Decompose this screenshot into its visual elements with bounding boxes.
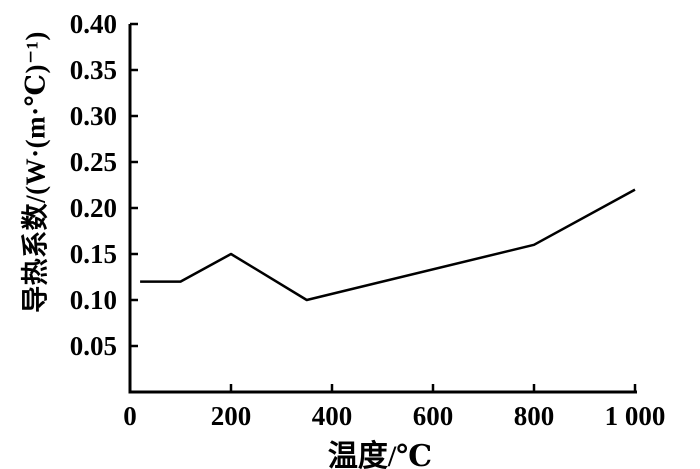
y-axis-title: 导热系数/(W·(m·℃)⁻¹) xyxy=(20,31,51,313)
y-tick-label: 0.20 xyxy=(70,193,117,223)
y-tick-label: 0.25 xyxy=(70,147,117,177)
x-axis-title: 温度/℃ xyxy=(327,440,433,469)
x-tick-label: 0 xyxy=(123,401,137,431)
x-tick-label: 400 xyxy=(312,401,353,431)
y-tick-label: 0.30 xyxy=(70,101,117,131)
x-tick-label: 1 000 xyxy=(605,401,666,431)
x-tick-label: 200 xyxy=(211,401,252,431)
y-tick-label: 0.15 xyxy=(70,239,117,269)
y-tick-label: 0.05 xyxy=(70,331,117,361)
x-tick-label: 800 xyxy=(514,401,555,431)
data-line xyxy=(140,188,636,302)
axes xyxy=(128,24,637,394)
y-tick-label: 0.10 xyxy=(70,285,117,315)
x-tick-label: 600 xyxy=(413,401,454,431)
y-tick-label: 0.40 xyxy=(70,9,117,39)
y-tick-label: 0.35 xyxy=(70,55,117,85)
